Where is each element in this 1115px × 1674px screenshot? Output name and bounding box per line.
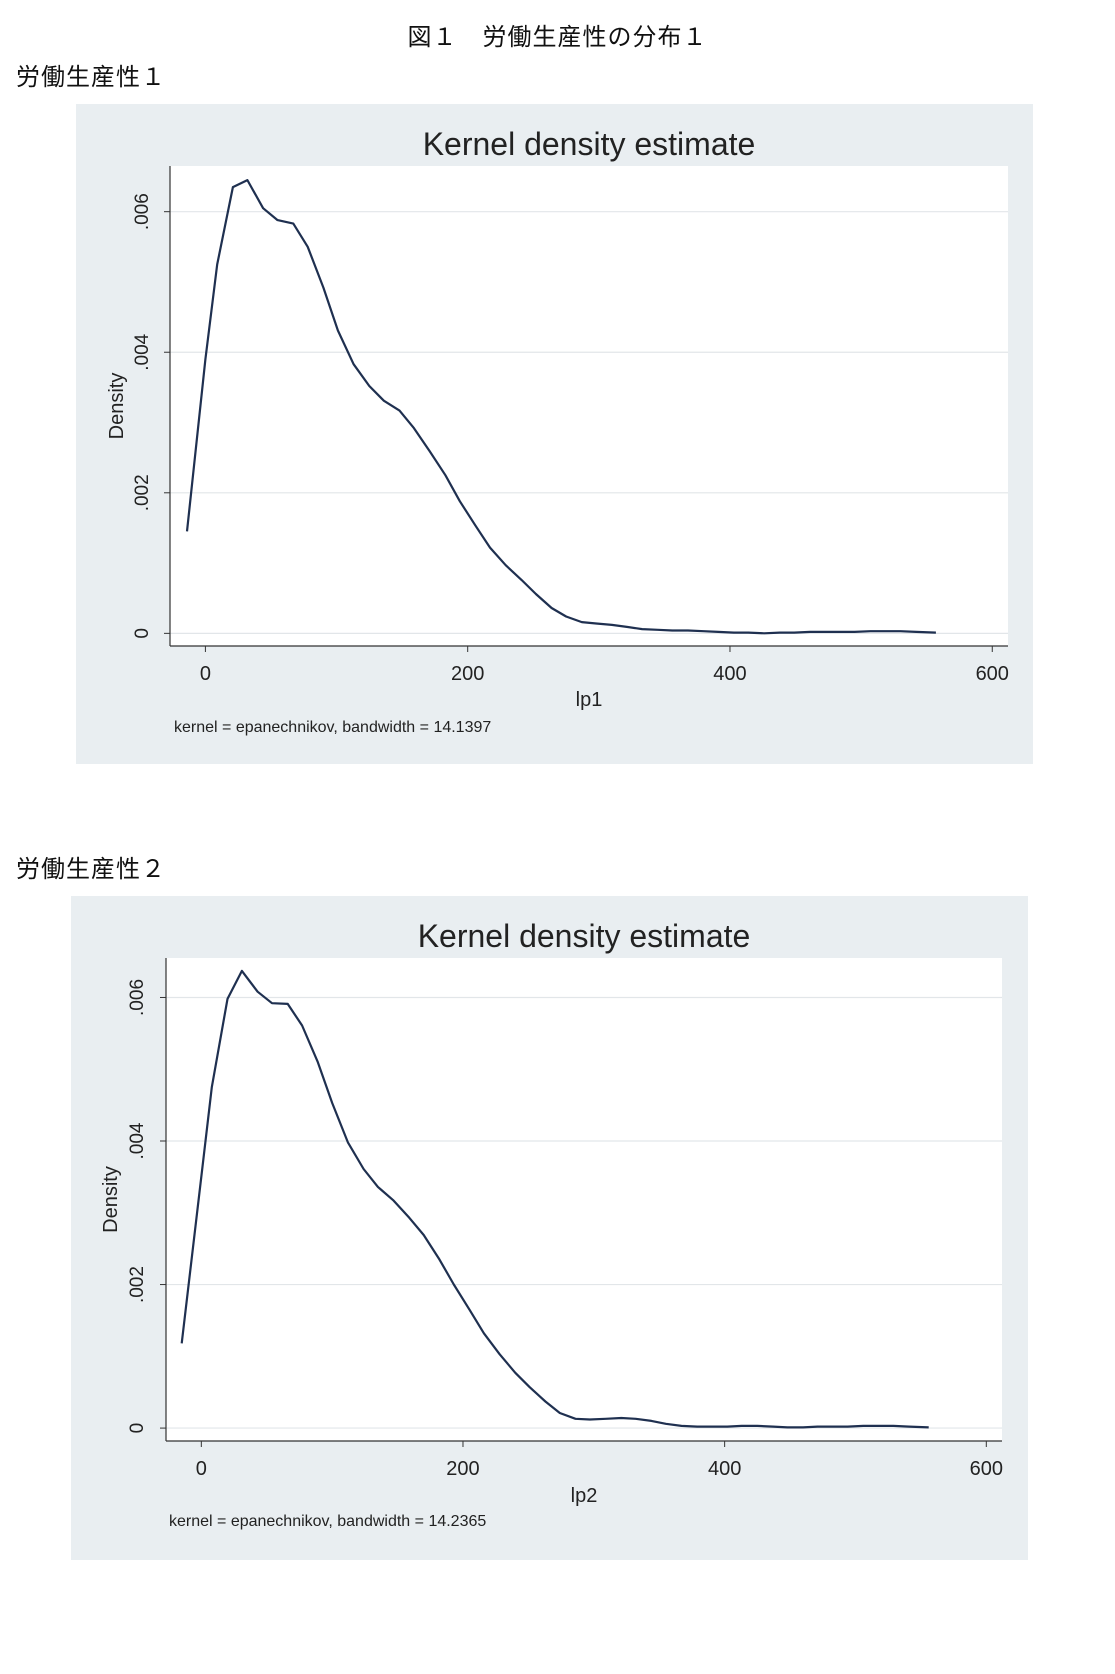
chart-title: Kernel density estimate bbox=[418, 918, 751, 954]
y-tick-label: .004 bbox=[132, 333, 153, 370]
chart-panel-2: 0 .002 .004 .006 0 200 400 600 Kernel density es… bbox=[71, 896, 1028, 1560]
y-tick-label: .006 bbox=[127, 979, 148, 1016]
density-line bbox=[185, 179, 936, 635]
y-axis-label: Density bbox=[100, 1166, 122, 1233]
x-axis-label: lp1 bbox=[576, 689, 603, 711]
y-tick-label: .002 bbox=[127, 1266, 148, 1303]
y-tick-label: 0 bbox=[132, 628, 153, 639]
panel-label-2: 労働生産性２ bbox=[16, 855, 166, 883]
y-tick-label: .004 bbox=[127, 1122, 148, 1159]
chart-note: kernel = epanechnikov, bandwidth = 14.13… bbox=[174, 719, 491, 736]
chart-note: kernel = epanechnikov, bandwidth = 14.23… bbox=[169, 1513, 486, 1530]
chart-panel-1: 0 .002 .004 .006 0 200 400 600 Kernel density es… bbox=[76, 104, 1033, 764]
x-tick-label: 600 bbox=[976, 663, 1009, 685]
x-tick-label: 400 bbox=[713, 663, 746, 685]
figure-title: 図１ 労働生産性の分布１ bbox=[407, 23, 708, 51]
panel-label-1: 労働生産性１ bbox=[16, 63, 166, 91]
chart-title: Kernel density estimate bbox=[423, 126, 756, 162]
x-tick-label: 0 bbox=[200, 663, 211, 685]
x-tick-label: 0 bbox=[196, 1458, 207, 1480]
plot-area bbox=[170, 166, 1008, 646]
y-tick-label: .006 bbox=[132, 193, 153, 230]
chart-svg: 0 .002 .004 .006 0 200 400 600 Kernel density es… bbox=[76, 104, 1033, 764]
y-tick-label: .002 bbox=[132, 474, 153, 511]
x-tick-label: 200 bbox=[451, 663, 484, 685]
chart-svg: 0 .002 .004 .006 0 200 400 600 Kernel density es… bbox=[71, 896, 1028, 1560]
plot-area bbox=[166, 958, 1002, 1441]
x-tick-label: 200 bbox=[446, 1458, 479, 1480]
x-axis-label: lp2 bbox=[571, 1485, 598, 1507]
x-tick-label: 600 bbox=[970, 1458, 1003, 1480]
x-tick-label: 400 bbox=[708, 1458, 741, 1480]
density-line bbox=[180, 969, 929, 1429]
y-axis-label: Density bbox=[106, 373, 128, 440]
y-tick-label: 0 bbox=[127, 1423, 148, 1434]
